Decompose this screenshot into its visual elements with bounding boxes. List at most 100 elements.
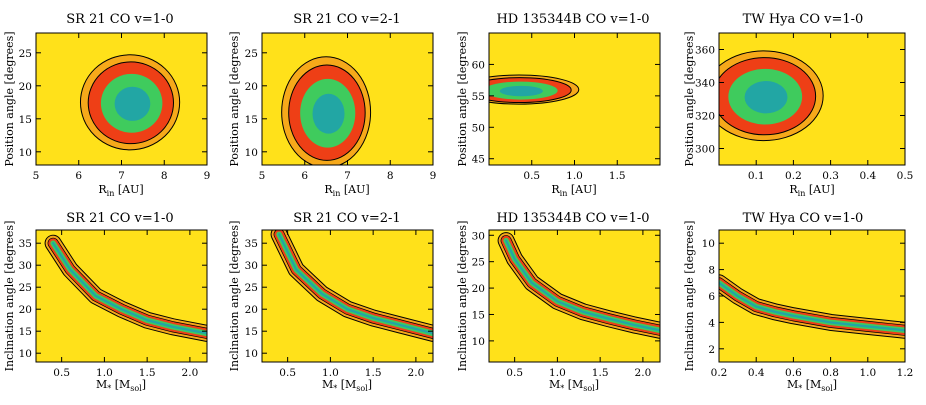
contour-level-4 [744, 81, 788, 114]
y-tick-label: 60 [472, 59, 485, 71]
y-tick-label: 6 [708, 291, 715, 303]
panel-2-title: SR 21 CO v=2-1 [293, 12, 400, 27]
x-tick-label: 9 [430, 170, 437, 182]
panel-4: TW Hya CO v=1-0 0.1 0.2 0.3 0.4 0.5 300 320 340… [683, 12, 913, 198]
x-tick-label: 0.6 [785, 367, 802, 379]
y-tick-label: 20 [245, 81, 258, 93]
y-tick-label: 45 [472, 154, 485, 166]
y-tick-label: 10 [702, 238, 715, 250]
y-tick-label: 20 [472, 283, 485, 295]
y-tick-label: 55 [472, 91, 485, 103]
y-tick-label: 25 [245, 282, 258, 294]
panel-5-ylabel: Inclination angle [degrees] [3, 221, 16, 372]
x-tick-label: 0.5 [279, 367, 296, 379]
x-tick-label: 5 [33, 170, 40, 182]
y-tick-label: 15 [19, 114, 32, 126]
panel-3-xlabel: Rin [AU] [551, 183, 596, 198]
x-tick-label: 1.5 [609, 170, 626, 182]
x-tick-label: 2.0 [182, 367, 199, 379]
panel-3-plot: 0.5 1.0 1.5 45 50 55 60 [472, 32, 661, 182]
heatmap-layer [719, 274, 905, 339]
x-tick-label: 0.4 [859, 170, 876, 182]
contour-level-4 [114, 86, 151, 121]
panel-7: HD 135344B CO v=1-0 0.5 1.0 1.5 2.0 10 15 20 25… [456, 211, 661, 393]
y-tick-label: 20 [19, 81, 32, 93]
y-tick-label: 4 [708, 317, 715, 329]
panel-4-plot: 0.1 0.2 0.3 0.4 0.5 300 320 340 360 [695, 32, 913, 182]
ridge-band-6 [51, 242, 207, 335]
plot-frame [35, 229, 208, 363]
x-tick-label: 0.1 [748, 170, 765, 182]
ridge-band-6 [277, 233, 433, 335]
x-tick-label: 0.5 [53, 367, 70, 379]
y-tick-label: 25 [472, 257, 485, 269]
y-tick-label: 10 [245, 348, 258, 360]
x-tick-label: 0.5 [506, 367, 523, 379]
x-tick-label: 0.8 [822, 367, 839, 379]
x-tick-label: 0.3 [822, 170, 839, 182]
y-tick-label: 30 [19, 260, 32, 272]
heatmap-layer [44, 234, 207, 342]
plot-frame [488, 229, 661, 363]
panel-7-xlabel: M* [Msol] [549, 378, 599, 393]
y-tick-label: 320 [695, 111, 715, 123]
panel-3-title: HD 135344B CO v=1-0 [496, 12, 649, 27]
panel-8-ylabel: Inclination angle [degrees] [683, 221, 696, 372]
contour-level-4 [312, 93, 345, 134]
y-tick-label: 20 [19, 304, 32, 316]
panel-6-plot: 0.5 1.0 1.5 2.0 10 15 20 25 30 35 [245, 229, 434, 379]
panel-6: SR 21 CO v=2-1 0.5 1.0 1.5 2.0101520253035 … [228, 211, 434, 393]
panel-1-title: SR 21 CO v=1-0 [66, 12, 173, 27]
x-tick-label: 1.0 [322, 367, 339, 379]
panel-3-ylabel: Position angle [degrees] [456, 31, 469, 166]
panel-4-xlabel: Rin [AU] [789, 183, 834, 198]
x-tick-label: 1.5 [139, 367, 156, 379]
panel-3: HD 135344B CO v=1-0 0.5 1.0 1.5 45 50 55 60 Po… [456, 12, 661, 198]
x-tick-label: 5 [259, 170, 266, 182]
y-tick-label: 360 [695, 45, 715, 57]
y-tick-label: 300 [695, 144, 715, 156]
y-tick-label: 340 [695, 78, 715, 90]
x-tick-label: 0.2 [711, 367, 728, 379]
x-tick-label: 2.0 [635, 367, 652, 379]
panel-2-plot: 5 6 7 8 9 10 15 20 25 [245, 32, 437, 182]
y-tick-label: 10 [245, 147, 258, 159]
x-tick-label: 1.0 [549, 367, 566, 379]
y-tick-label: 30 [472, 230, 485, 242]
y-tick-label: 20 [245, 304, 258, 316]
panel-6-xlabel: M* [Msol] [322, 378, 372, 393]
ridge-band-6 [504, 239, 660, 332]
x-tick-label: 6 [75, 170, 82, 182]
contour-level-4 [499, 85, 543, 97]
panel-8-plot: 0.2 0.4 0.6 0.8 1.0 1.2 2 4 6 8 10 [702, 229, 913, 379]
panel-6-title: SR 21 CO v=2-1 [293, 211, 400, 226]
y-tick-label: 30 [245, 260, 258, 272]
panel-8-xlabel: M* [Msol] [787, 378, 837, 393]
x-tick-label: 6 [301, 170, 308, 182]
heatmap-layer [270, 230, 433, 342]
y-tick-label: 10 [19, 348, 32, 360]
x-tick-label: 7 [344, 170, 351, 182]
panel-7-title: HD 135344B CO v=1-0 [496, 211, 649, 226]
x-tick-label: 1.0 [566, 170, 583, 182]
panel-5-plot: 0.5 1.0 1.5 2.0 10 15 20 25 30 35 [19, 229, 208, 379]
panel-5: SR 21 CO v=1-0 0.5 1.0 1.5 2.0101520253035 … [3, 211, 208, 393]
panel-7-ylabel: Inclination angle [degrees] [456, 221, 469, 372]
y-tick-label: 10 [472, 336, 485, 348]
panel-1-xlabel: Rin [AU] [98, 183, 143, 198]
heatmap-layer [489, 74, 580, 105]
panel-7-plot: 0.5 1.0 1.5 2.0 10 15 20 25 30 [472, 229, 661, 379]
y-tick-label: 25 [19, 48, 32, 60]
x-tick-label: 1.5 [365, 367, 382, 379]
panel-1-ylabel: Position angle [degrees] [3, 31, 16, 166]
y-tick-label: 2 [708, 344, 715, 356]
y-tick-label: 15 [19, 326, 32, 338]
panel-2-xlabel: Rin [AU] [324, 183, 369, 198]
heatmap-layer [281, 56, 372, 165]
heatmap-layer [497, 232, 660, 339]
x-tick-label: 8 [387, 170, 394, 182]
y-tick-label: 50 [472, 122, 485, 134]
panel-5-title: SR 21 CO v=1-0 [66, 211, 173, 226]
y-tick-label: 25 [245, 48, 258, 60]
